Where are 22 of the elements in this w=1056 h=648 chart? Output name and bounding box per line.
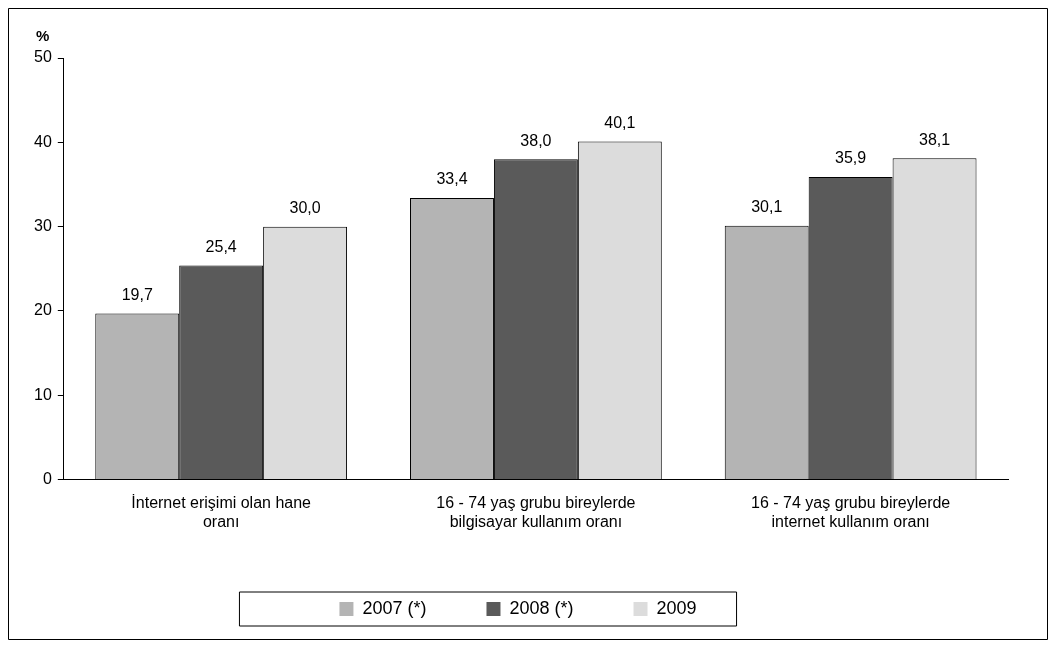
data-label: 38,0	[520, 131, 552, 149]
x-tick-label: 16 - 74 yaş grubu bireylerde internet kullanım oranı	[751, 493, 951, 530]
legend-label: 2008 (*)	[509, 597, 574, 618]
y-tick-label: 50	[34, 48, 52, 66]
x-tick-label: 16 - 74 yaş grubu bireylerde bilgisayar kullanım oranı	[436, 493, 636, 530]
data-label: 38,1	[918, 130, 951, 148]
y-tick-label: 20	[34, 301, 52, 319]
y-tick-label: 40	[34, 132, 52, 150]
data-label: 19,7	[121, 285, 153, 303]
y-tick-label: 0	[42, 470, 52, 488]
data-label: 35,9	[835, 149, 867, 167]
data-label: 40,1	[604, 113, 636, 131]
legend-label: 2009	[656, 597, 697, 618]
data-label: 30,0	[289, 199, 321, 217]
y-axis-title: %	[36, 26, 50, 44]
legend-label: 2007 (*)	[362, 597, 427, 618]
y-tick-label: 10	[34, 385, 52, 403]
x-tick-label: İnternet erişimi olan hane oranı	[131, 492, 312, 530]
data-label: 33,4	[436, 170, 468, 188]
data-label: 30,1	[751, 198, 783, 216]
data-label: 25,4	[205, 237, 237, 255]
y-tick-label: 30	[34, 217, 52, 235]
